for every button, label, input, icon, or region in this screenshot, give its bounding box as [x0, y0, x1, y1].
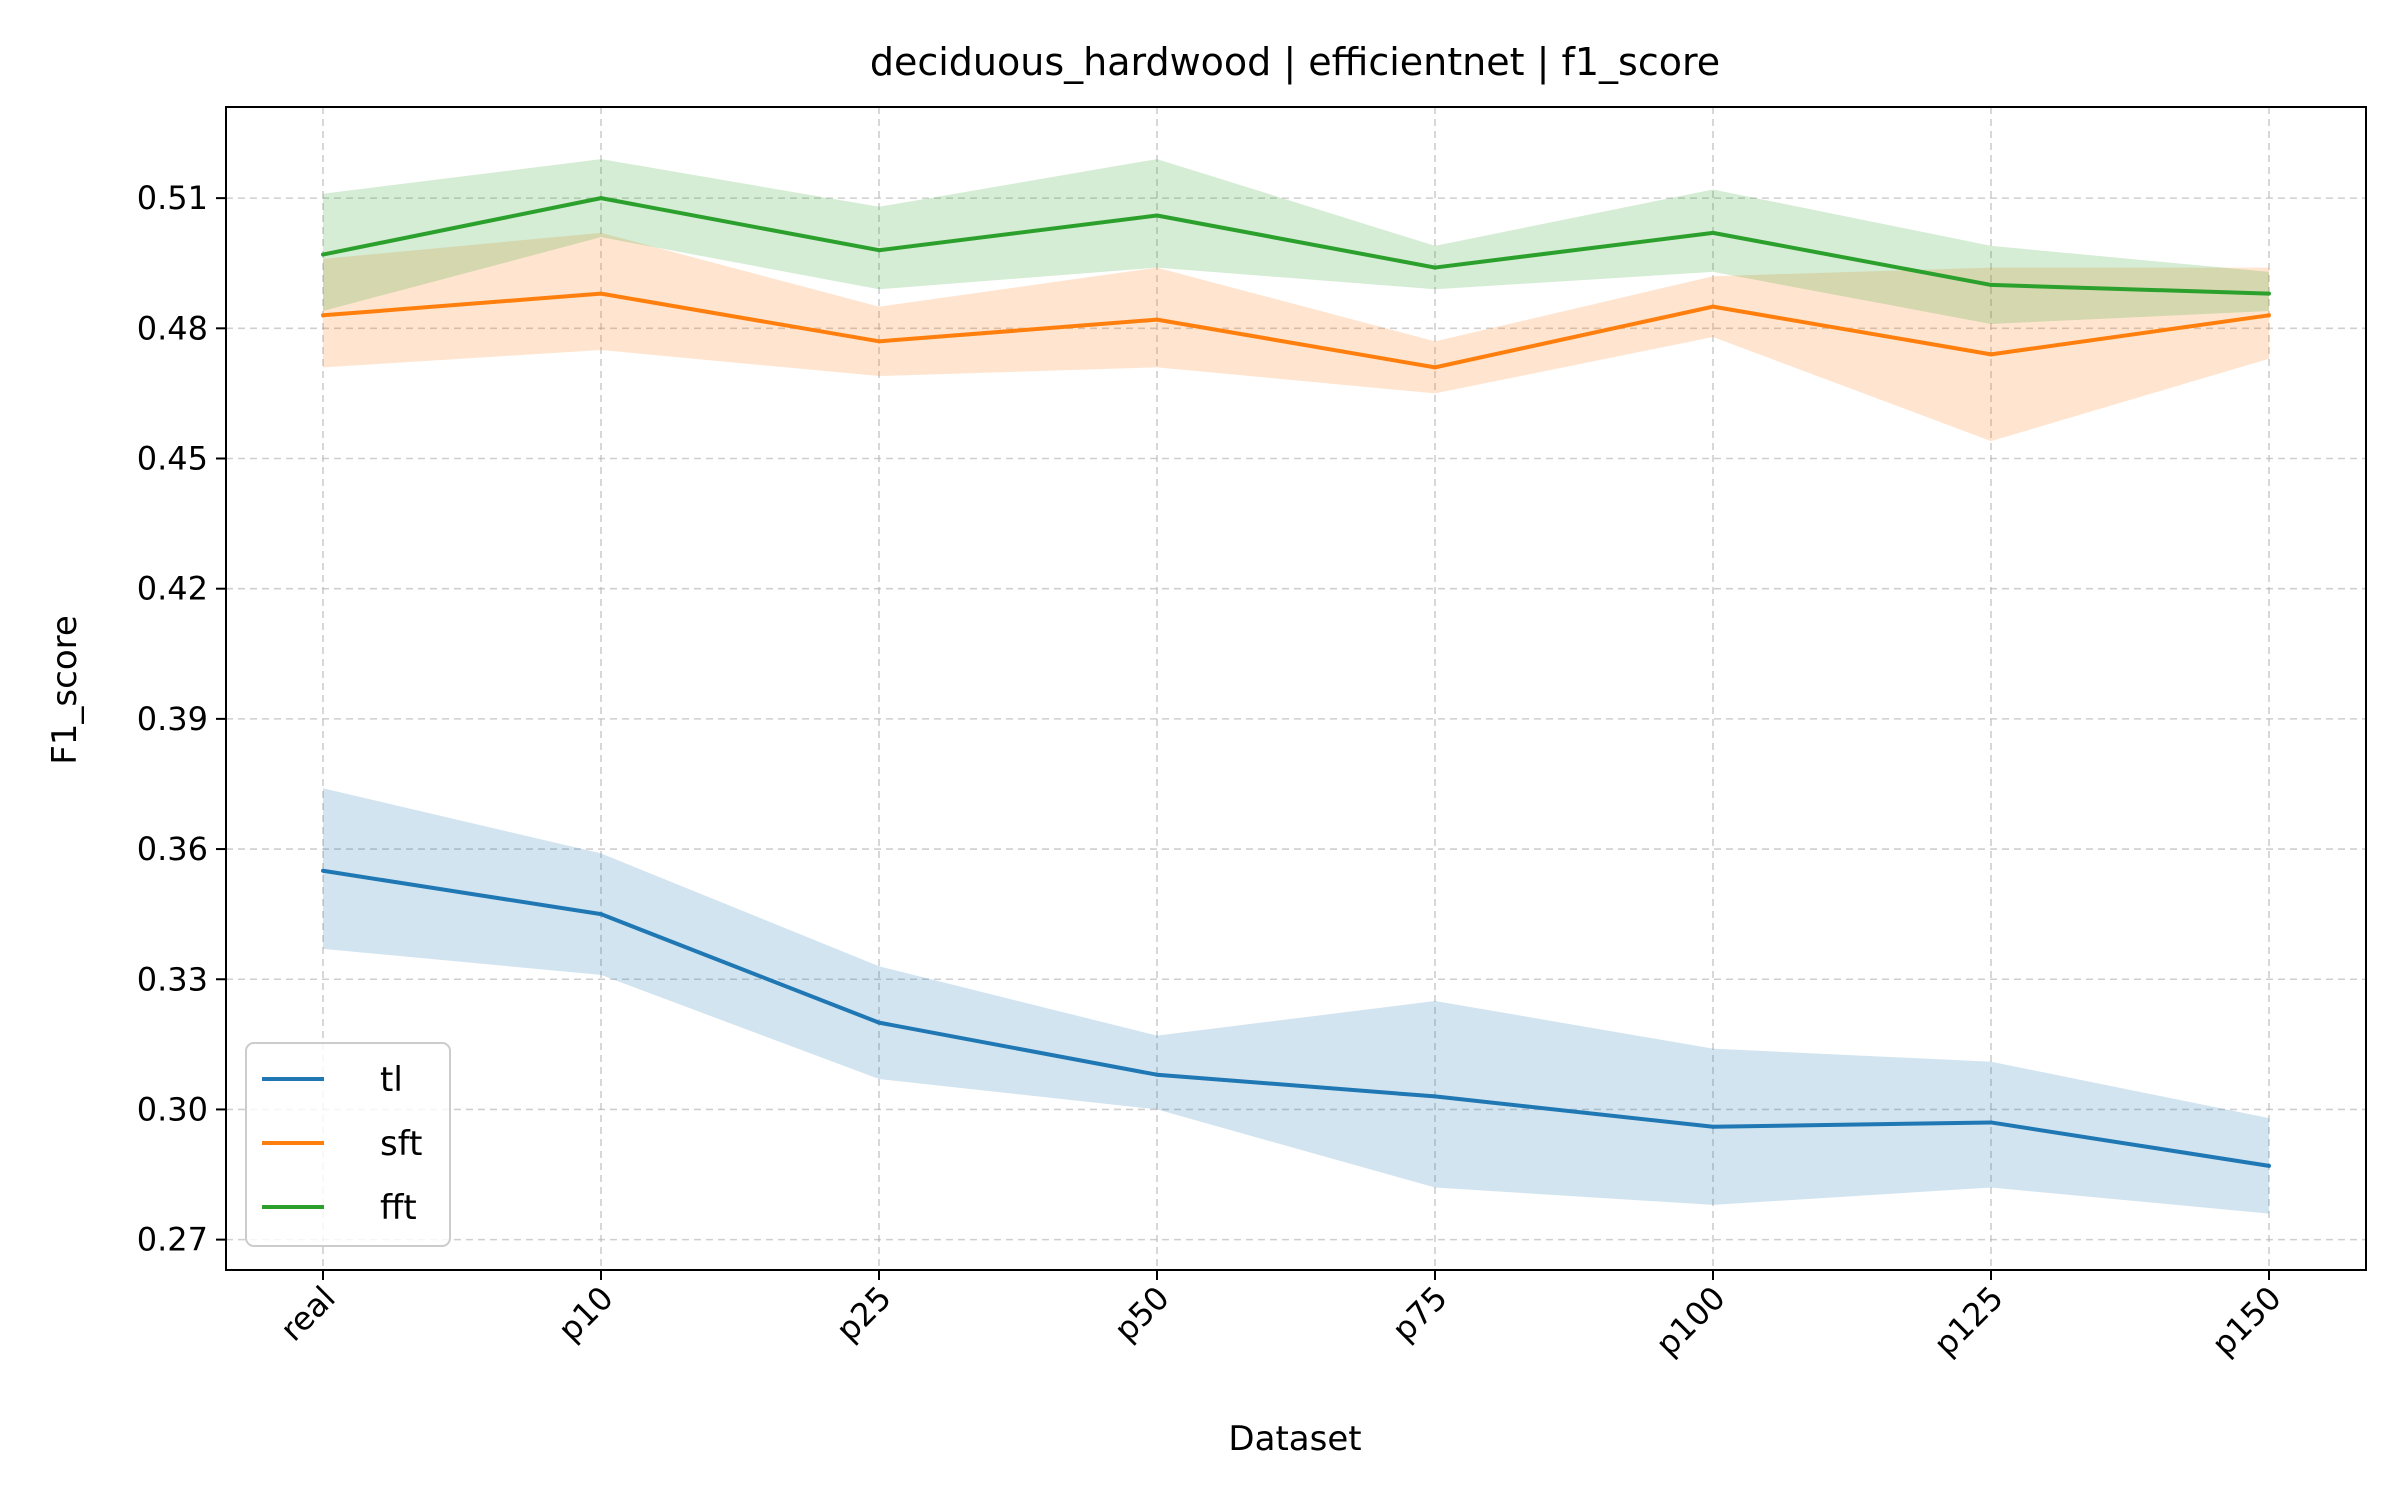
band-tl [323, 788, 2269, 1214]
data-point-sft [877, 339, 881, 344]
series-line-fft [322, 196, 2270, 296]
y-tick-label: 0.30 [137, 1090, 208, 1128]
data-point-sft [2267, 313, 2271, 318]
y-tick-label: 0.39 [137, 700, 208, 738]
legend-label-sft: sft [380, 1124, 422, 1164]
data-point-tl [1433, 1094, 1437, 1099]
chart-title: deciduous_hardwood | efficientnet | f1_s… [870, 40, 1720, 85]
data-point-sft [1433, 365, 1437, 370]
data-point-fft [1155, 213, 1159, 218]
data-point-fft [2267, 291, 2271, 296]
legend-label-tl: tl [380, 1060, 403, 1100]
data-point-tl [1711, 1124, 1715, 1129]
data-point-sft [599, 291, 603, 296]
data-point-fft [1711, 230, 1715, 235]
data-point-sft [1711, 304, 1715, 309]
data-point-fft [321, 252, 325, 257]
legend: tl sft fft [245, 1042, 451, 1247]
band-sft [323, 232, 2269, 442]
x-axis-label: Dataset [1228, 1419, 1361, 1459]
series-line-tl [322, 868, 2270, 1168]
y-axis-ticks: 0.27 0.30 0.33 0.36 0.39 0.42 0.45 0.48 0.51 [137, 179, 226, 1259]
data-point-fft [877, 248, 881, 253]
y-tick-label: 0.45 [137, 440, 208, 478]
y-tick-label: 0.48 [137, 309, 208, 347]
y-tick-label: 0.27 [137, 1221, 208, 1259]
plot-area-frame [225, 106, 2367, 1271]
y-tick-label: 0.36 [137, 830, 208, 868]
y-tick-label: 0.42 [137, 570, 208, 608]
data-point-fft [1433, 265, 1437, 270]
series-lines [321, 196, 2271, 1168]
data-point-fft [1989, 282, 1993, 287]
y-tick-label: 0.33 [137, 960, 208, 998]
data-point-sft [1155, 317, 1159, 322]
y-axis-label: F1_score [45, 615, 85, 765]
data-point-tl [2267, 1163, 2271, 1168]
series-line-sft [322, 291, 2270, 370]
data-point-tl [877, 1020, 881, 1025]
data-point-fft [599, 196, 603, 201]
data-point-tl [599, 912, 603, 917]
data-point-tl [1989, 1120, 1993, 1125]
data-point-tl [1155, 1072, 1159, 1077]
data-point-tl [321, 868, 325, 873]
y-tick-label: 0.51 [137, 179, 208, 217]
data-point-sft [1989, 352, 1993, 357]
legend-label-fft: fft [380, 1188, 417, 1228]
legend-box [245, 1042, 451, 1247]
data-point-sft [321, 313, 325, 318]
grid-layer [226, 107, 2366, 1270]
